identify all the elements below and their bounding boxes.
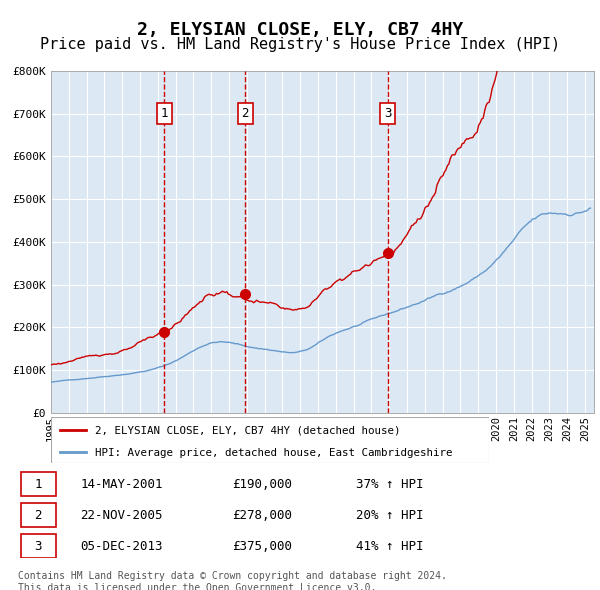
FancyBboxPatch shape	[51, 417, 489, 463]
Text: 22-NOV-2005: 22-NOV-2005	[80, 509, 163, 522]
FancyBboxPatch shape	[21, 471, 56, 496]
Text: £278,000: £278,000	[232, 509, 292, 522]
Text: £375,000: £375,000	[232, 540, 292, 553]
FancyBboxPatch shape	[21, 503, 56, 527]
Text: 3: 3	[35, 540, 42, 553]
Text: 2, ELYSIAN CLOSE, ELY, CB7 4HY (detached house): 2, ELYSIAN CLOSE, ELY, CB7 4HY (detached…	[95, 426, 400, 436]
Text: Price paid vs. HM Land Registry's House Price Index (HPI): Price paid vs. HM Land Registry's House …	[40, 37, 560, 51]
FancyBboxPatch shape	[21, 534, 56, 559]
Text: 3: 3	[384, 107, 392, 120]
Text: 37% ↑ HPI: 37% ↑ HPI	[356, 478, 424, 491]
Text: 2, ELYSIAN CLOSE, ELY, CB7 4HY: 2, ELYSIAN CLOSE, ELY, CB7 4HY	[137, 21, 463, 39]
Text: HPI: Average price, detached house, East Cambridgeshire: HPI: Average price, detached house, East…	[95, 448, 452, 458]
Text: 1: 1	[161, 107, 168, 120]
Text: 2: 2	[35, 509, 42, 522]
Text: 14-MAY-2001: 14-MAY-2001	[80, 478, 163, 491]
Text: 1: 1	[35, 478, 42, 491]
Text: 2: 2	[241, 107, 249, 120]
Text: 20% ↑ HPI: 20% ↑ HPI	[356, 509, 424, 522]
Text: £190,000: £190,000	[232, 478, 292, 491]
Text: 41% ↑ HPI: 41% ↑ HPI	[356, 540, 424, 553]
Text: Contains HM Land Registry data © Crown copyright and database right 2024.
This d: Contains HM Land Registry data © Crown c…	[18, 571, 447, 590]
Text: 05-DEC-2013: 05-DEC-2013	[80, 540, 163, 553]
